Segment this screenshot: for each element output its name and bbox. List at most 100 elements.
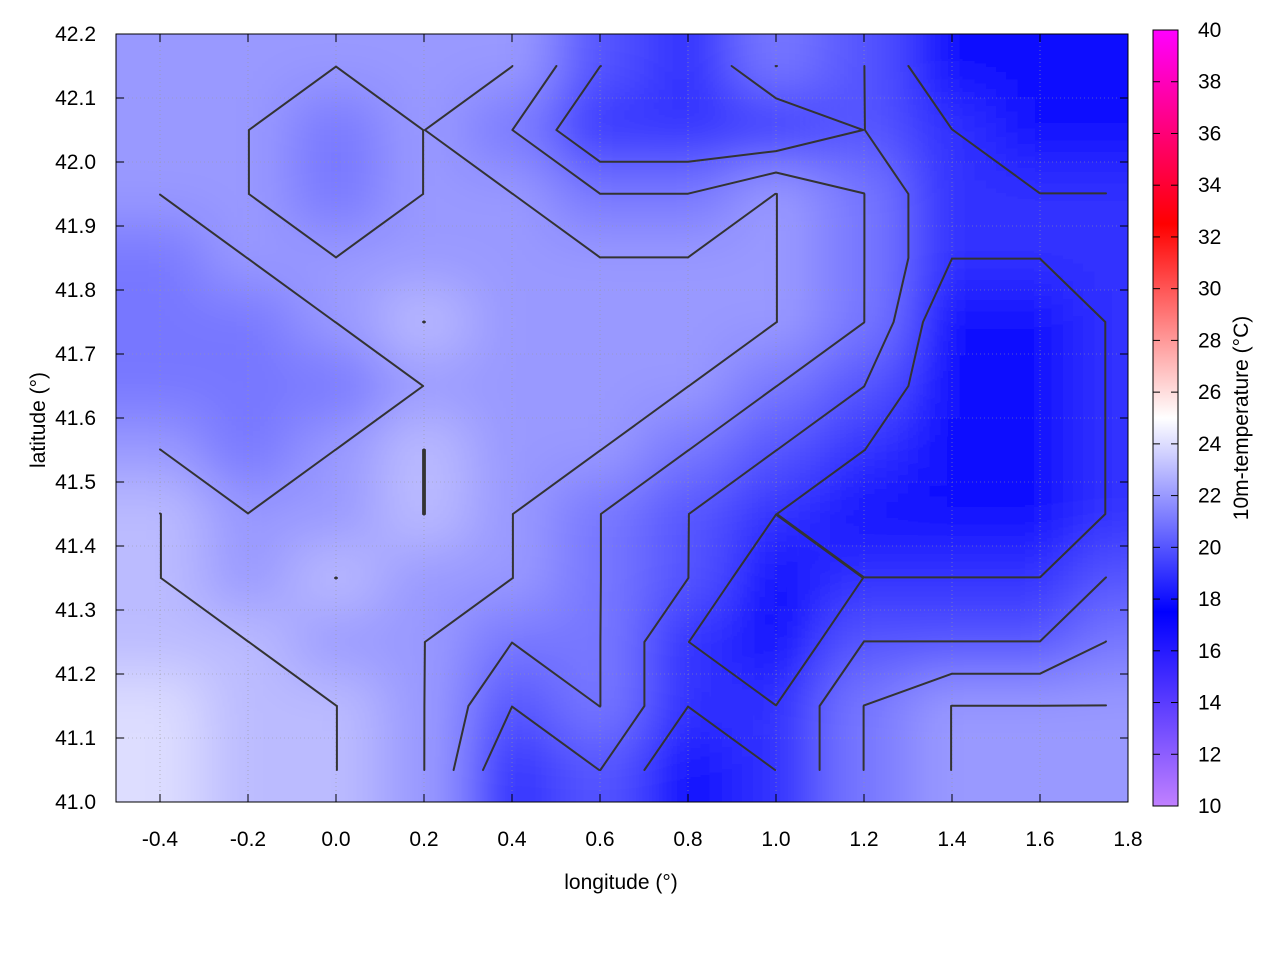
y-tick-label: 42.1 — [55, 87, 96, 110]
heatmap-cell — [732, 546, 821, 611]
grid-lines — [116, 34, 1128, 802]
heatmap-cell — [644, 290, 733, 355]
x-axis-ticks: -0.4 -0.2 0.0 0.2 0.4 0.6 0.8 1.0 1.2 1.4 1.6 1.8 — [142, 34, 1143, 851]
colorbar-tick-label: 40 — [1198, 19, 1221, 42]
colorbar-tick-label: 24 — [1198, 433, 1222, 456]
y-tick-label: 41.5 — [55, 471, 96, 494]
y-tick-label: 41.2 — [55, 663, 96, 686]
contour-line — [482, 65, 1107, 771]
y-tick-label: 41.9 — [55, 215, 96, 238]
contour-line — [159, 65, 1107, 771]
colorbar-tick-label: 38 — [1198, 71, 1221, 94]
x-tick-label: 1.4 — [937, 828, 967, 851]
heatmap-cell — [556, 354, 645, 419]
x-tick-label: -0.4 — [142, 828, 179, 851]
heatmap-cell — [820, 482, 909, 547]
heatmap-cell — [908, 546, 997, 611]
y-tick-label: 42.0 — [55, 151, 96, 174]
heatmap-cell — [908, 354, 997, 419]
x-tick-label: 1.0 — [761, 828, 790, 851]
heatmap-cell — [116, 610, 205, 675]
colorbar-tick-label: 36 — [1198, 122, 1221, 145]
heatmap-cell — [292, 34, 381, 99]
colorbar-tick-label: 20 — [1198, 536, 1221, 559]
y-tick-label: 41.7 — [55, 343, 96, 366]
heatmap-cell — [116, 290, 205, 355]
x-tick-label: 0.0 — [321, 828, 350, 851]
heatmap-cell — [468, 354, 557, 419]
heatmap-cell — [556, 34, 645, 99]
heatmap-cell — [116, 162, 205, 227]
x-tick-label: 0.6 — [585, 828, 614, 851]
heatmap-cell — [116, 738, 205, 802]
heatmap-cell — [908, 418, 997, 483]
heatmap-cell — [292, 354, 381, 419]
heatmap-cell — [732, 98, 821, 163]
colorbar-tick-label: 30 — [1198, 278, 1221, 301]
heatmap-cell — [116, 226, 205, 291]
heatmap-cell — [292, 98, 381, 163]
heatmap-cell — [996, 34, 1074, 99]
heatmap-cell — [1073, 226, 1128, 291]
heatmap-cell — [556, 290, 645, 355]
x-tick-label: 1.2 — [849, 828, 878, 851]
y-axis-label: latitude (°) — [27, 372, 50, 468]
heatmap-cell — [1073, 610, 1128, 675]
heatmap-cell — [292, 610, 381, 675]
y-tick-label: 41.3 — [55, 599, 96, 622]
y-tick-label: 41.6 — [55, 407, 96, 430]
x-tick-label: 0.2 — [409, 828, 438, 851]
heatmap-cell — [996, 354, 1074, 419]
colorbar-tick-label: 18 — [1198, 588, 1221, 611]
heatmap-cell — [1073, 418, 1128, 483]
colorbar-tick-label: 14 — [1198, 692, 1222, 715]
heatmap-cell — [204, 738, 293, 802]
y-axis-ticks: 41.0 41.1 41.2 41.3 41.4 41.5 41.6 41.7 41.8 41.9… — [55, 23, 1128, 814]
heatmap-cell — [380, 162, 469, 227]
heatmap-cell — [996, 162, 1074, 227]
contour-line — [452, 65, 1107, 771]
heatmap-cell — [1073, 34, 1128, 99]
heatmap-cell — [644, 34, 733, 99]
heatmap-cell — [820, 610, 909, 675]
heatmap-cell — [204, 290, 293, 355]
heatmap-cell — [468, 418, 557, 483]
colorbar-tick-label: 34 — [1198, 174, 1222, 197]
heatmap-cell — [908, 162, 997, 227]
colorbar-ticks: 10 12 14 16 18 20 22 24 26 28 30 32 34 36 38 40 — [1153, 19, 1222, 818]
colorbar-tick-label: 22 — [1198, 485, 1221, 508]
x-tick-label: 1.6 — [1025, 828, 1054, 851]
contour-lines — [159, 65, 1107, 771]
heatmap-cell — [292, 482, 381, 547]
heatmap-cell — [380, 546, 469, 611]
y-tick-label: 41.1 — [55, 727, 96, 750]
y-tick-label: 42.2 — [55, 23, 96, 46]
heatmap-cell — [644, 226, 733, 291]
heatmap-cell — [204, 674, 293, 739]
heatmap-cell — [732, 34, 821, 99]
heatmap-cell — [732, 610, 821, 675]
y-tick-label: 41.4 — [55, 535, 96, 558]
colorbar-tick-label: 28 — [1198, 329, 1221, 352]
heatmap-cell — [204, 418, 293, 483]
heatmap-cell — [116, 34, 205, 99]
heatmap-cell — [116, 98, 205, 163]
heatmap-cell — [908, 610, 997, 675]
heatmap-cell — [556, 98, 645, 163]
heatmap-cell — [1073, 98, 1128, 163]
colorbar-tick-label: 16 — [1198, 640, 1221, 663]
heatmap-cell — [908, 290, 997, 355]
heatmap-cell — [468, 290, 557, 355]
heatmap-cell — [996, 98, 1074, 163]
contour-line — [643, 65, 1107, 771]
x-tick-label: 0.4 — [497, 828, 527, 851]
contour-line — [159, 320, 426, 771]
colorbar-tick-label: 32 — [1198, 226, 1221, 249]
x-tick-label: -0.2 — [230, 828, 266, 851]
heatmap-cell — [996, 418, 1074, 483]
x-tick-label: 0.8 — [673, 828, 702, 851]
heatmap-cell — [116, 482, 205, 547]
heatmap-cell — [380, 34, 469, 99]
